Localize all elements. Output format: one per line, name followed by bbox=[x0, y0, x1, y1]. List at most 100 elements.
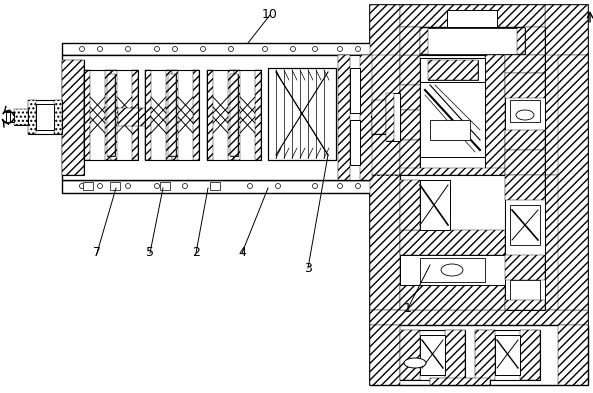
Circle shape bbox=[126, 46, 130, 51]
Bar bbox=[370, 325, 400, 385]
Bar bbox=[228, 70, 234, 160]
Bar bbox=[234, 70, 261, 160]
Bar bbox=[36, 104, 54, 130]
Bar bbox=[400, 168, 505, 175]
Circle shape bbox=[155, 184, 160, 189]
Bar bbox=[62, 60, 84, 175]
Bar bbox=[84, 70, 138, 160]
Bar bbox=[430, 378, 490, 385]
Bar bbox=[558, 55, 588, 310]
Text: 10: 10 bbox=[262, 9, 278, 22]
Bar bbox=[520, 330, 540, 380]
Circle shape bbox=[97, 184, 103, 189]
Bar bbox=[84, 70, 111, 160]
Text: 2: 2 bbox=[192, 246, 200, 259]
Bar bbox=[400, 110, 420, 140]
Bar bbox=[400, 27, 420, 55]
Bar bbox=[172, 70, 178, 160]
Bar bbox=[505, 73, 545, 98]
Bar bbox=[505, 150, 545, 175]
Bar bbox=[505, 300, 545, 310]
Bar bbox=[193, 70, 199, 160]
Bar bbox=[338, 55, 372, 180]
Text: 5: 5 bbox=[146, 246, 154, 259]
Text: 1: 1 bbox=[404, 301, 412, 314]
Bar bbox=[505, 175, 545, 310]
Bar bbox=[420, 335, 445, 375]
Bar bbox=[400, 180, 450, 230]
Bar bbox=[400, 140, 420, 175]
Bar bbox=[62, 43, 372, 55]
Ellipse shape bbox=[441, 264, 463, 276]
Bar bbox=[400, 85, 420, 110]
Bar bbox=[447, 10, 497, 27]
Bar bbox=[268, 68, 336, 160]
Bar bbox=[400, 330, 420, 380]
Bar bbox=[172, 70, 199, 160]
Circle shape bbox=[313, 184, 317, 189]
Bar bbox=[145, 70, 172, 160]
Bar bbox=[370, 5, 588, 385]
Bar bbox=[370, 325, 588, 385]
Circle shape bbox=[228, 46, 234, 51]
Bar bbox=[372, 100, 400, 134]
Bar bbox=[510, 205, 540, 245]
Bar bbox=[400, 55, 420, 85]
Bar bbox=[28, 100, 36, 134]
Bar bbox=[505, 55, 545, 175]
Bar bbox=[475, 330, 495, 380]
Bar bbox=[510, 280, 540, 305]
Bar bbox=[132, 70, 138, 160]
Bar bbox=[505, 55, 545, 73]
Bar bbox=[83, 182, 93, 190]
Bar bbox=[118, 108, 145, 126]
Ellipse shape bbox=[516, 110, 534, 120]
Bar bbox=[420, 28, 525, 54]
Bar bbox=[510, 100, 540, 122]
Circle shape bbox=[291, 46, 295, 51]
Bar bbox=[62, 55, 372, 180]
Bar bbox=[505, 255, 545, 280]
Bar bbox=[255, 70, 261, 160]
Bar bbox=[485, 55, 505, 175]
Circle shape bbox=[97, 46, 103, 51]
Bar bbox=[372, 100, 386, 134]
Bar bbox=[54, 100, 62, 134]
Bar bbox=[160, 182, 170, 190]
Bar bbox=[230, 74, 238, 156]
Bar bbox=[370, 310, 588, 325]
Circle shape bbox=[183, 184, 187, 189]
Bar bbox=[207, 70, 261, 160]
Bar bbox=[107, 74, 115, 156]
Bar bbox=[400, 175, 505, 310]
Circle shape bbox=[355, 46, 361, 51]
Bar bbox=[350, 68, 360, 113]
Circle shape bbox=[79, 184, 84, 189]
Circle shape bbox=[337, 184, 343, 189]
Bar bbox=[370, 175, 400, 310]
Bar bbox=[234, 70, 240, 160]
Text: 4: 4 bbox=[238, 246, 246, 259]
Circle shape bbox=[173, 46, 177, 51]
Bar bbox=[350, 120, 360, 165]
Bar bbox=[430, 120, 470, 140]
Bar bbox=[370, 5, 400, 60]
Bar bbox=[386, 93, 394, 141]
Bar bbox=[166, 70, 172, 160]
Bar bbox=[505, 130, 545, 150]
Circle shape bbox=[313, 46, 317, 51]
Bar bbox=[445, 330, 465, 380]
Bar bbox=[517, 28, 525, 54]
Bar bbox=[420, 28, 428, 54]
Bar bbox=[28, 100, 62, 134]
Bar bbox=[525, 27, 545, 55]
Bar bbox=[505, 175, 545, 200]
Bar bbox=[428, 60, 478, 80]
Bar bbox=[558, 325, 588, 385]
Circle shape bbox=[263, 46, 267, 51]
Bar bbox=[145, 70, 199, 160]
Bar bbox=[268, 68, 336, 160]
Text: 3: 3 bbox=[304, 261, 312, 274]
Bar bbox=[14, 109, 28, 125]
Bar bbox=[14, 109, 28, 125]
